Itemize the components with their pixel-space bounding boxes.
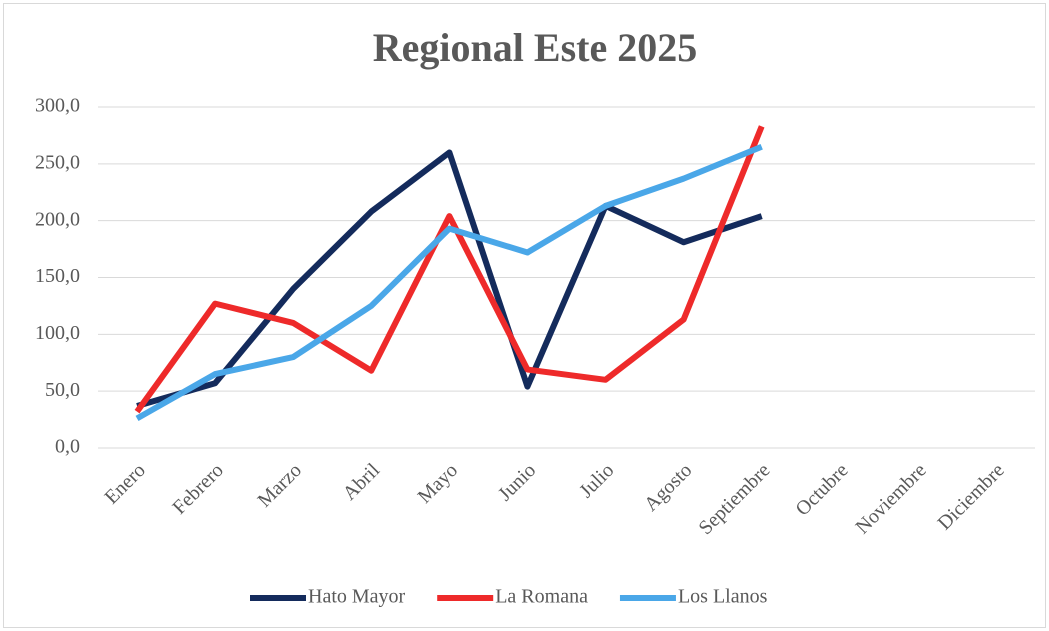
- y-tick-label: 250,0: [35, 151, 80, 173]
- chart-title: Regional Este 2025: [373, 25, 697, 70]
- legend-label: La Romana: [495, 586, 588, 608]
- legend-label: Hato Mayor: [308, 586, 406, 608]
- line-series: [136, 149, 763, 409]
- y-tick-label: 300,0: [35, 95, 80, 117]
- y-tick-label: 50,0: [45, 379, 80, 401]
- legend-label: Los Llanos: [678, 586, 768, 608]
- line-series: [135, 144, 763, 422]
- y-tick-label: 100,0: [35, 322, 80, 344]
- y-tick-label: 150,0: [35, 265, 80, 287]
- y-tick-label: 200,0: [35, 208, 80, 230]
- chart-border: [3, 3, 1046, 628]
- y-tick-label: 0,0: [55, 436, 80, 458]
- line-series: [134, 125, 765, 414]
